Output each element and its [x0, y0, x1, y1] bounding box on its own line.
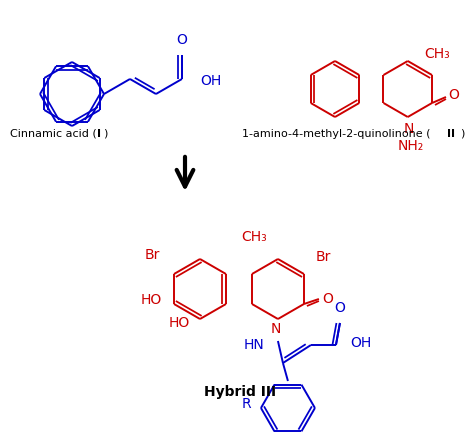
Text: HO: HO [141, 293, 162, 307]
Text: N: N [403, 122, 414, 136]
Text: O: O [335, 301, 346, 315]
Text: OH: OH [200, 74, 221, 88]
Text: 1-amino-4-methyl-2-quinolinone (: 1-amino-4-methyl-2-quinolinone ( [242, 129, 430, 139]
Text: ): ) [460, 129, 465, 139]
Text: R: R [241, 397, 251, 411]
Text: HO: HO [169, 316, 190, 330]
Text: O: O [322, 292, 333, 306]
Text: NH₂: NH₂ [398, 139, 424, 153]
Text: I: I [97, 129, 101, 139]
Text: N: N [271, 322, 281, 336]
Text: CH₃: CH₃ [241, 230, 267, 244]
Text: OH: OH [350, 336, 371, 350]
Text: Br: Br [145, 248, 160, 262]
Text: II: II [447, 129, 455, 139]
Text: HN: HN [243, 338, 264, 352]
Text: Hybrid III: Hybrid III [204, 385, 276, 399]
Text: O: O [176, 33, 187, 47]
Text: ): ) [103, 129, 108, 139]
Text: CH₃: CH₃ [424, 47, 450, 61]
Text: Br: Br [316, 250, 331, 264]
Text: Cinnamic acid (: Cinnamic acid ( [10, 129, 97, 139]
Text: O: O [448, 88, 459, 102]
